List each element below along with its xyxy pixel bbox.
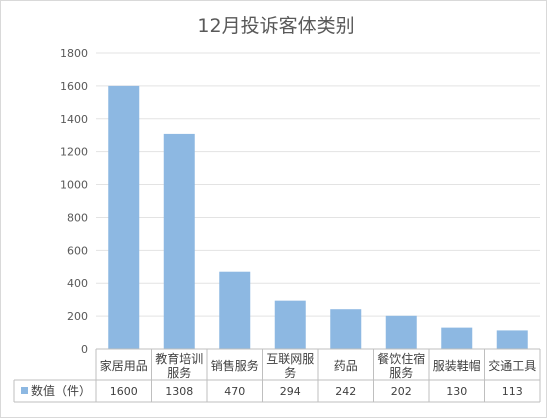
gridlines: [96, 52, 540, 317]
bar-3: [219, 271, 251, 349]
legend-key: [21, 387, 28, 394]
bar-4: [274, 300, 306, 349]
category-label: 销售服务: [211, 358, 259, 373]
y-tick-label: 1000: [60, 179, 88, 192]
data-table-value: 1600: [110, 385, 138, 398]
bar-2: [163, 133, 195, 349]
category-label: 服务: [389, 365, 413, 380]
y-tick-label: 600: [67, 244, 88, 257]
y-tick-label: 0: [81, 343, 88, 356]
legend-label: 数值（件）: [31, 383, 91, 398]
y-tick-label: 1600: [60, 80, 88, 93]
data-table-value: 470: [224, 385, 245, 398]
y-tick-label: 1200: [60, 146, 88, 159]
bar-8: [496, 330, 528, 349]
bar-6: [385, 315, 417, 349]
data-table-value: 1308: [165, 385, 193, 398]
category-label: 交通工具: [488, 358, 536, 373]
category-label: 服装鞋帽: [433, 358, 481, 373]
category-label: 家居用品: [100, 358, 148, 373]
category-label: 药品: [334, 359, 358, 373]
data-table-value: 294: [280, 385, 301, 398]
y-tick-label: 1400: [60, 113, 88, 126]
y-tick-label: 200: [67, 310, 88, 323]
bar-5: [330, 309, 362, 349]
bar-1: [108, 85, 140, 349]
bars: [108, 85, 528, 349]
data-table-value: 130: [446, 385, 467, 398]
category-label: 餐饮住宿: [377, 351, 425, 366]
y-tick-label: 800: [67, 211, 88, 224]
chart-title: 12月投诉客体类别: [197, 15, 354, 37]
y-tick-label: 1800: [60, 47, 88, 60]
category-label: 务: [284, 365, 296, 380]
category-label: 互联网服: [266, 352, 314, 366]
bar-7: [441, 327, 473, 349]
category-label: 教育培训: [155, 351, 203, 366]
data-table-value: 242: [335, 385, 356, 398]
y-tick-label: 400: [67, 277, 88, 290]
data-table-value: 113: [502, 385, 523, 398]
y-axis: 0 200 400 600 800 1000 1200 1400 1600 1800: [60, 47, 88, 356]
data-table-value: 202: [391, 385, 412, 398]
category-label: 服务: [167, 365, 191, 380]
